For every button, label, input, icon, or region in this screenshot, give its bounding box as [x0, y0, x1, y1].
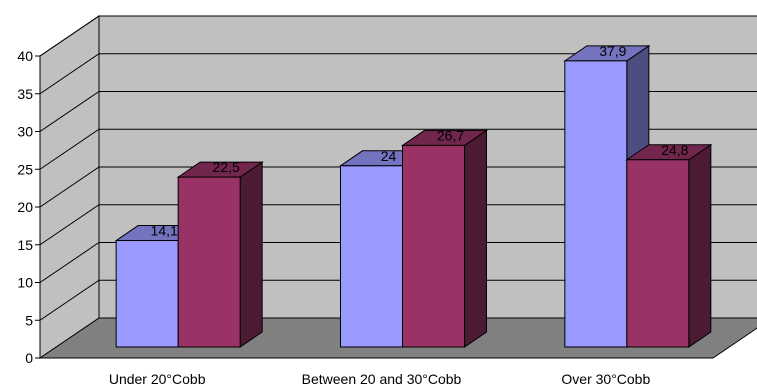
- bar-front: [177, 176, 241, 348]
- bar-side: [688, 143, 712, 348]
- bar-front: [115, 240, 179, 348]
- bar-front: [564, 60, 628, 348]
- bar-s2-1: [176, 161, 264, 348]
- y-tick-label: 35: [17, 86, 33, 102]
- bars: [114, 44, 713, 348]
- data-label-s2-1: 22,5: [213, 159, 240, 175]
- gridline: [39, 279, 757, 321]
- y-axis-ticks: 0 5 10 15 20 25 30 35 40: [17, 48, 40, 366]
- gridline: [39, 91, 757, 132]
- y-tick-label: 20: [17, 199, 33, 215]
- y-tick-label: 0: [25, 350, 33, 366]
- x-category-label-1: Under 20°Cobb: [109, 371, 206, 387]
- data-labels: 14,1 22,5 24 26,7 37,9 24,8: [151, 43, 689, 239]
- gridline: [39, 204, 757, 246]
- bar-front: [626, 159, 690, 348]
- bar-front: [340, 165, 403, 348]
- bar-front: [402, 144, 465, 348]
- y-tick-label: 15: [17, 237, 33, 253]
- gridline: [39, 53, 757, 95]
- data-label-s1-2: 24: [381, 148, 397, 164]
- y-tick-label: 40: [17, 48, 33, 64]
- x-category-label-3: Over 30°Cobb: [561, 371, 650, 387]
- gridline: [39, 242, 757, 283]
- y-tick-label: 10: [17, 275, 33, 291]
- x-axis-categories: Under 20°Cobb Between 20 and 30°Cobb Over …: [109, 371, 651, 387]
- bar-s2-2: [400, 129, 489, 348]
- gridline: [39, 166, 757, 208]
- y-tick-label: 25: [17, 161, 33, 177]
- data-label-s1-3: 37,9: [599, 43, 626, 59]
- data-label-s2-2: 26,7: [437, 127, 464, 143]
- data-label-s1-1: 14,1: [151, 223, 178, 239]
- y-tick-label: 5: [25, 312, 33, 328]
- bar-side: [464, 129, 487, 348]
- gridline: [39, 15, 757, 57]
- y-tick-label: 30: [17, 124, 33, 140]
- gridline: [39, 128, 757, 170]
- bar-s2-3: [625, 143, 713, 348]
- data-label-s2-3: 24,8: [661, 142, 688, 158]
- bar-side: [239, 161, 263, 348]
- gridlines: [39, 15, 757, 321]
- x-category-label-2: Between 20 and 30°Cobb: [302, 371, 462, 387]
